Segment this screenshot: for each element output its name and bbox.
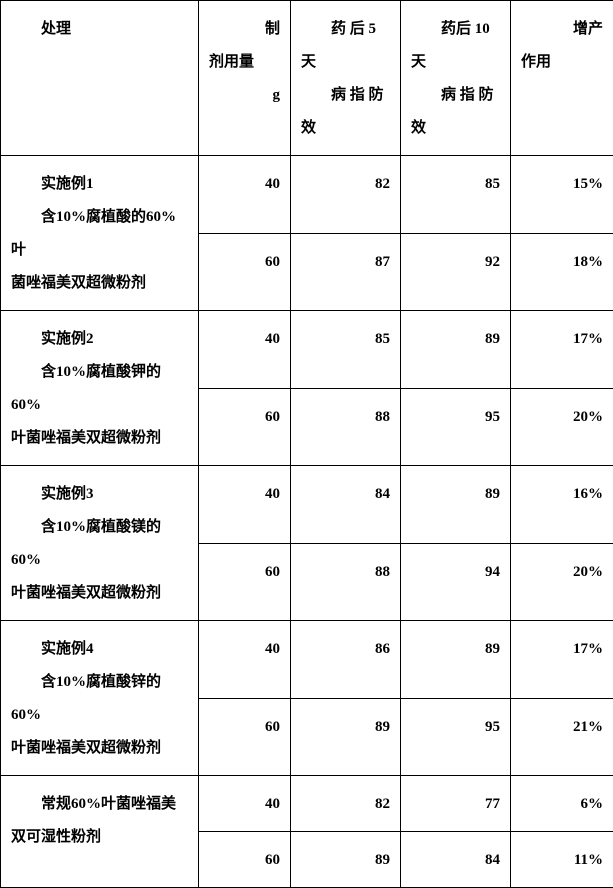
cell-dose: 60 <box>199 543 291 621</box>
treatment-label: 实施例1 含10%腐植酸的60%叶 菌唑福美双超微粉剂 <box>1 156 199 311</box>
cell-dose: 40 <box>199 156 291 234</box>
treatment-label: 实施例3 含10%腐植酸镁的60% 叶菌唑福美双超微粉剂 <box>1 466 199 621</box>
cell-dose: 60 <box>199 233 291 311</box>
header-day5-bottom: 病 指 防 <box>301 79 390 112</box>
header-dose: 制 剂用量 g <box>199 1 291 156</box>
cell-day5: 84 <box>291 466 401 544</box>
cell-yield: 21% <box>511 698 613 776</box>
cell-day10: 85 <box>401 156 511 234</box>
header-treatment: 处理 <box>1 1 199 156</box>
header-day10: 药后 10 天 病 指 防 效 <box>401 1 511 156</box>
cell-yield: 20% <box>511 543 613 621</box>
header-day5-mid: 天 <box>301 46 390 79</box>
cell-day5: 85 <box>291 311 401 389</box>
cell-yield: 11% <box>511 832 613 888</box>
table-row: 常规60%叶菌唑福美 双可湿性粉剂 40 82 77 6% <box>1 776 613 832</box>
cell-day10: 89 <box>401 311 511 389</box>
cell-yield: 15% <box>511 156 613 234</box>
header-yield: 增产 作用 <box>511 1 613 156</box>
header-dose-l2: 剂用量 <box>209 46 280 79</box>
cell-day5: 86 <box>291 621 401 699</box>
cell-dose: 60 <box>199 698 291 776</box>
cell-day5: 89 <box>291 832 401 888</box>
header-dose-l1: 制 <box>209 13 280 46</box>
data-table: 处理 制 剂用量 g 药 后 5 天 病 指 防 效 药后 10 天 病 指 防… <box>0 0 613 888</box>
cell-yield: 17% <box>511 621 613 699</box>
treatment-label: 常规60%叶菌唑福美 双可湿性粉剂 <box>1 776 199 888</box>
cell-yield: 16% <box>511 466 613 544</box>
cell-dose: 60 <box>199 832 291 888</box>
header-day10-top: 药后 10 <box>411 13 500 46</box>
cell-day10: 84 <box>401 832 511 888</box>
cell-day10: 95 <box>401 698 511 776</box>
header-day5-tail: 效 <box>301 112 390 145</box>
cell-dose: 40 <box>199 776 291 832</box>
header-day10-tail: 效 <box>411 112 500 145</box>
table-row: 实施例1 含10%腐植酸的60%叶 菌唑福美双超微粉剂 40 82 85 15% <box>1 156 613 234</box>
header-dose-l3: g <box>209 79 280 112</box>
cell-day5: 87 <box>291 233 401 311</box>
cell-yield: 18% <box>511 233 613 311</box>
cell-day10: 89 <box>401 466 511 544</box>
cell-day10: 77 <box>401 776 511 832</box>
cell-day5: 82 <box>291 156 401 234</box>
cell-day10: 94 <box>401 543 511 621</box>
cell-yield: 20% <box>511 388 613 466</box>
table-row: 实施例3 含10%腐植酸镁的60% 叶菌唑福美双超微粉剂 40 84 89 16… <box>1 466 613 544</box>
header-treatment-text: 处理 <box>41 21 71 37</box>
header-day5-top: 药 后 5 <box>301 13 390 46</box>
treatment-label: 实施例4 含10%腐植酸锌的60% 叶菌唑福美双超微粉剂 <box>1 621 199 776</box>
header-day10-mid: 天 <box>411 46 500 79</box>
header-day10-bottom: 病 指 防 <box>411 79 500 112</box>
header-day5: 药 后 5 天 病 指 防 效 <box>291 1 401 156</box>
cell-dose: 60 <box>199 388 291 466</box>
cell-day5: 89 <box>291 698 401 776</box>
table-row: 实施例4 含10%腐植酸锌的60% 叶菌唑福美双超微粉剂 40 86 89 17… <box>1 621 613 699</box>
table-header-row: 处理 制 剂用量 g 药 后 5 天 病 指 防 效 药后 10 天 病 指 防… <box>1 1 613 156</box>
cell-dose: 40 <box>199 466 291 544</box>
cell-dose: 40 <box>199 311 291 389</box>
table-row: 实施例2 含10%腐植酸钾的60% 叶菌唑福美双超微粉剂 40 85 89 17… <box>1 311 613 389</box>
cell-day10: 92 <box>401 233 511 311</box>
cell-yield: 17% <box>511 311 613 389</box>
header-yield-l1: 增产 <box>521 13 603 46</box>
cell-day5: 88 <box>291 388 401 466</box>
cell-day10: 89 <box>401 621 511 699</box>
cell-day5: 82 <box>291 776 401 832</box>
header-yield-l2: 作用 <box>521 46 603 79</box>
cell-yield: 6% <box>511 776 613 832</box>
cell-day5: 88 <box>291 543 401 621</box>
cell-day10: 95 <box>401 388 511 466</box>
cell-dose: 40 <box>199 621 291 699</box>
treatment-label: 实施例2 含10%腐植酸钾的60% 叶菌唑福美双超微粉剂 <box>1 311 199 466</box>
